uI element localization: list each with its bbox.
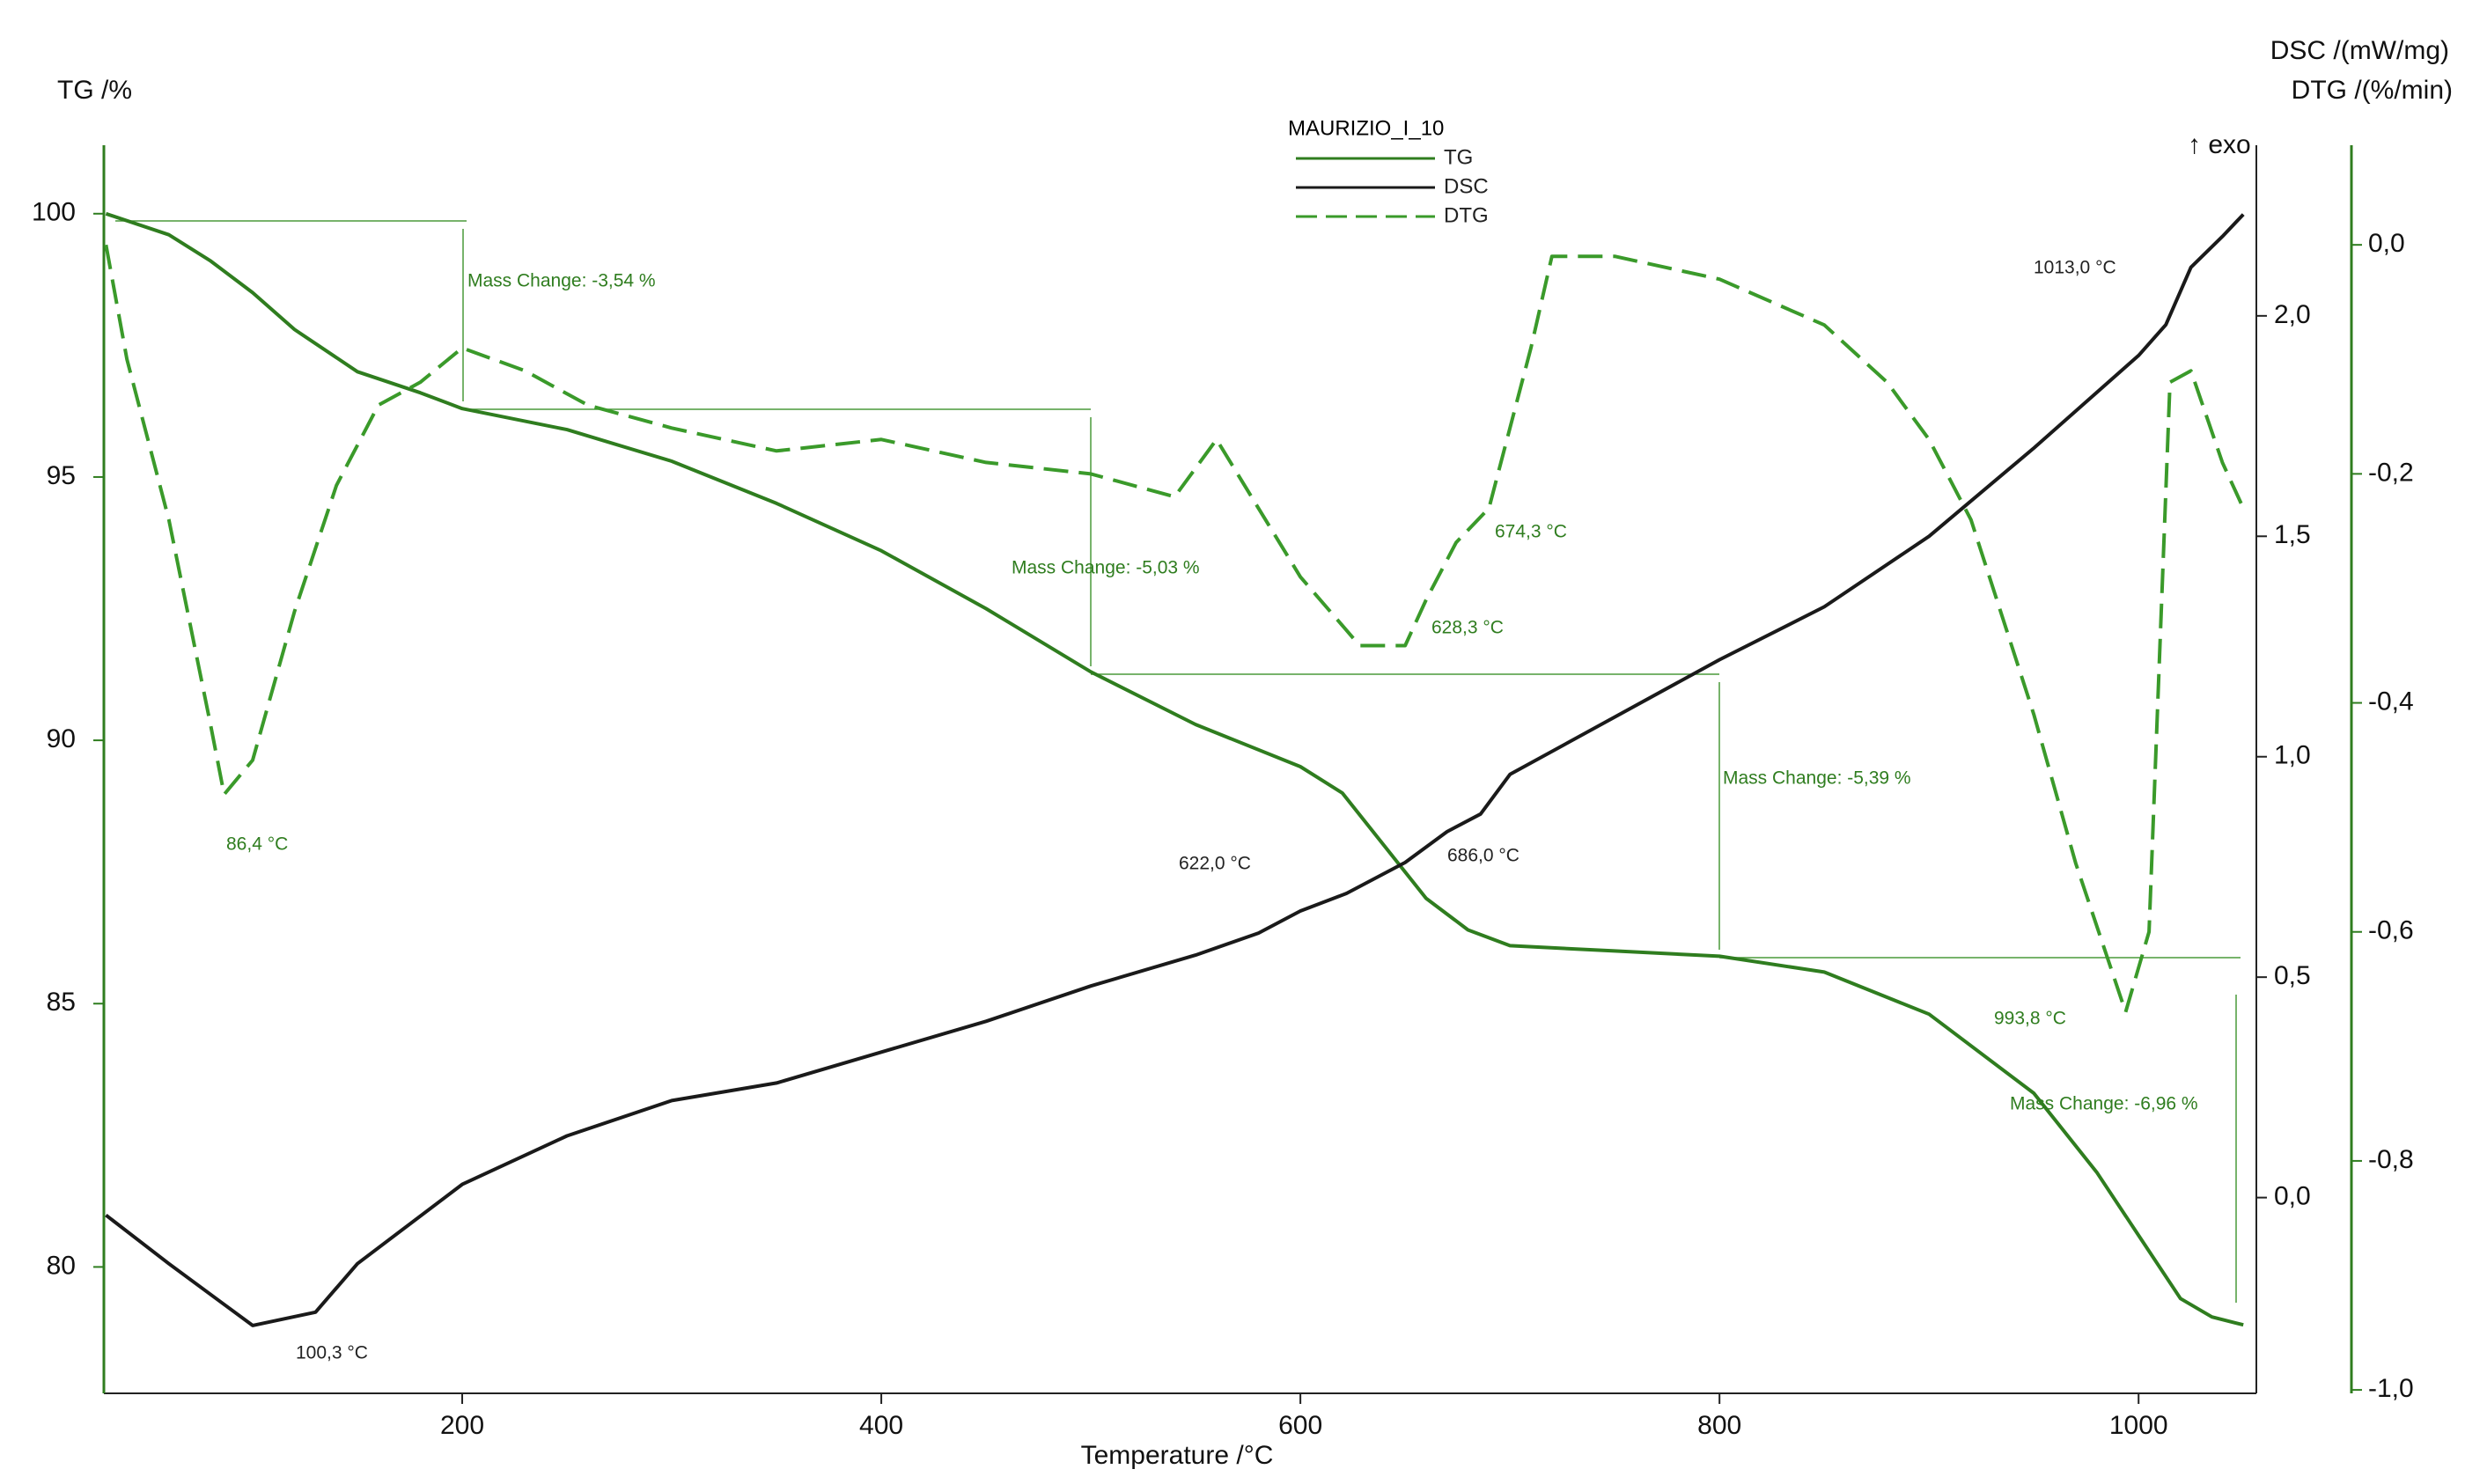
y2-tick-label: 2,0 (2274, 300, 2311, 329)
y3-tick-label: -1,0 (2368, 1374, 2414, 1403)
series-line (105, 213, 2245, 1327)
y3-tick-label: -0,2 (2368, 458, 2414, 487)
x-tick-label: 600 (1278, 1411, 1322, 1440)
y-axis-title: TG /% (57, 76, 132, 105)
y-tick-label: 100 (32, 198, 76, 227)
annotation: 100,3 °C (296, 1343, 368, 1363)
y2-tick-label: 0,0 (2274, 1182, 2311, 1211)
y3-axis-title: DTG /(%/min) (2292, 76, 2453, 105)
y3-tick-label: -0,6 (2368, 916, 2414, 945)
y2-tick-label: 0,5 (2274, 961, 2311, 990)
y3-tick-label: -0,8 (2368, 1145, 2414, 1174)
mass-change-steps (115, 220, 2241, 1303)
annotation: Mass Change: -3,54 % (467, 271, 656, 291)
legend-label: TG (1444, 145, 1473, 169)
legend-label: DTG (1444, 203, 1489, 227)
y2-tick-label: 1,5 (2274, 520, 2311, 549)
x-tick-label: 200 (440, 1411, 484, 1440)
y3-tick-label: -0,4 (2368, 687, 2414, 716)
annotation: 86,4 °C (226, 834, 288, 855)
legend-label: DSC (1444, 174, 1489, 198)
series-line (105, 211, 2244, 1327)
annotation: 622,0 °C (1179, 854, 1251, 874)
annotation: 993,8 °C (1994, 1009, 2066, 1029)
y2-axis-title: DSC /(mW/mg) (2270, 36, 2449, 65)
y-tick-label: 95 (47, 461, 76, 490)
y-tick-label: 90 (47, 724, 76, 753)
annotation: 674,3 °C (1495, 522, 1567, 542)
annotation: Mass Change: -5,39 % (1723, 768, 1911, 789)
legend-title: MAURIZIO_I_10 (1288, 116, 1444, 140)
y-tick-label: 80 (47, 1251, 76, 1280)
x-tick-label: 400 (859, 1411, 903, 1440)
y3-tick-label: 0,0 (2368, 229, 2405, 258)
annotation: 628,3 °C (1431, 618, 1504, 638)
annotation: 1013,0 °C (2034, 258, 2116, 278)
y-tick-label: 85 (47, 988, 76, 1017)
x-axis-title: Temperature /°C (1081, 1441, 1274, 1470)
x-tick-label: 1000 (2109, 1411, 2168, 1440)
annotation: Mass Change: -6,96 % (2010, 1094, 2198, 1114)
series-line (104, 244, 2246, 1014)
exo-label: ↑ exo (2188, 130, 2251, 159)
annotation: Mass Change: -5,03 % (1012, 558, 1200, 578)
annotation: 686,0 °C (1447, 846, 1519, 866)
x-tick-label: 800 (1697, 1411, 1741, 1440)
y2-tick-label: 1,0 (2274, 741, 2311, 770)
